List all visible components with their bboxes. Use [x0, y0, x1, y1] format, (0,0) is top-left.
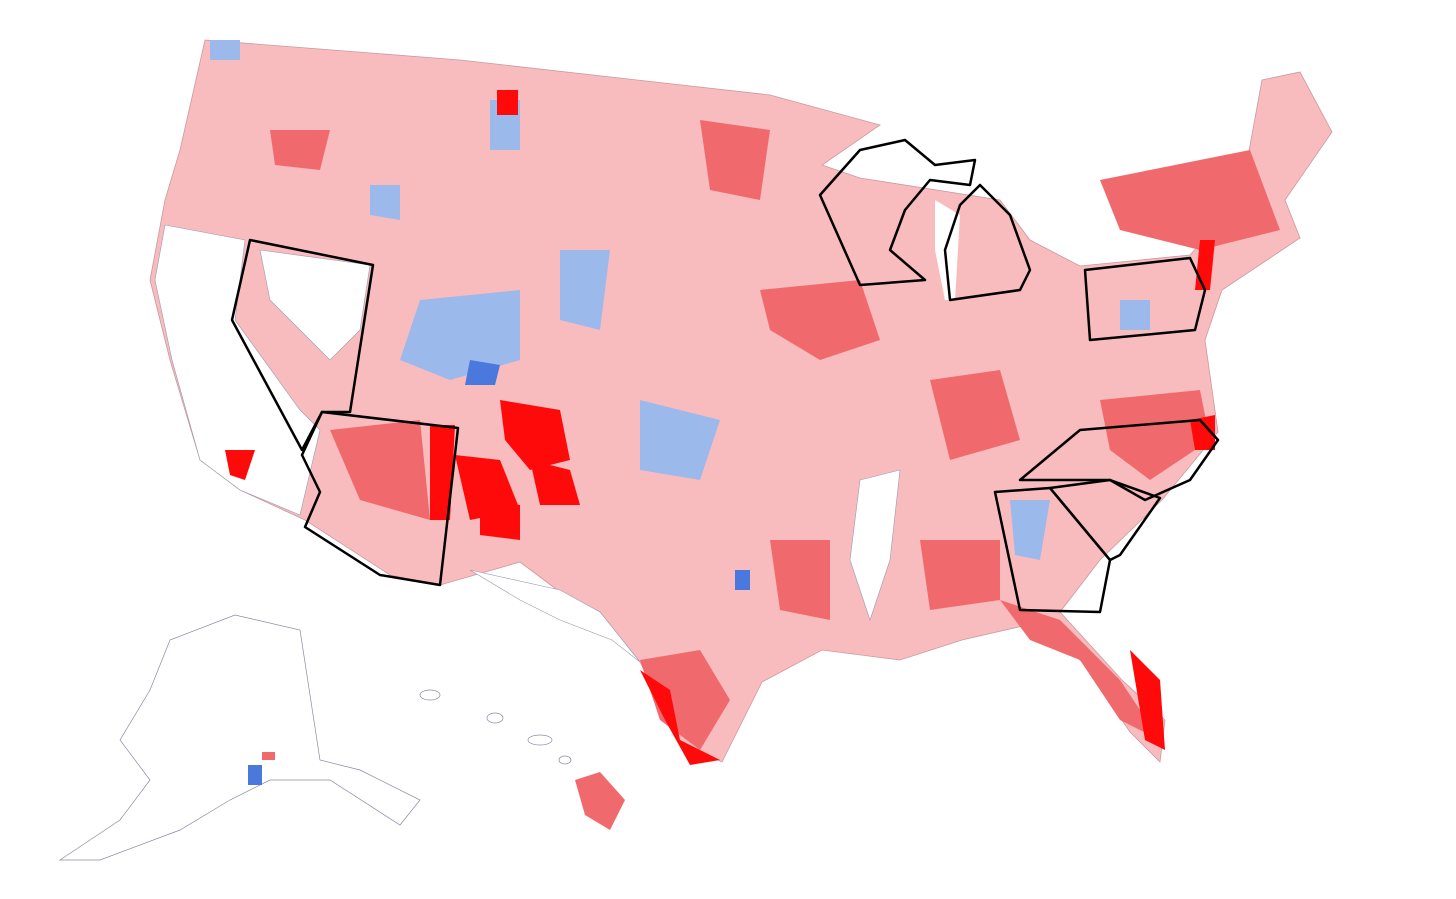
- island: [558, 755, 572, 765]
- hawaii-big-island: [575, 772, 625, 830]
- county: [330, 420, 430, 520]
- county: [370, 185, 400, 220]
- alaska-county: [248, 765, 262, 785]
- county: [560, 250, 610, 330]
- county: [1010, 500, 1050, 560]
- county: [465, 360, 500, 385]
- county: [920, 540, 1000, 610]
- county: [1190, 415, 1215, 450]
- white-region: [469, 569, 641, 663]
- county: [480, 500, 520, 540]
- island: [527, 734, 553, 746]
- county: [760, 280, 880, 360]
- red-counties: [270, 120, 1280, 750]
- county: [530, 460, 580, 505]
- island: [486, 712, 504, 724]
- hawaii-islands: [419, 689, 572, 765]
- county: [270, 130, 330, 170]
- county: [497, 90, 518, 115]
- county: [930, 370, 1020, 460]
- county: [1130, 650, 1165, 750]
- michigan-lower-outline: [943, 183, 1032, 302]
- county: [770, 540, 830, 620]
- alaska-county: [262, 752, 275, 760]
- lake: [860, 160, 930, 178]
- island: [419, 689, 441, 701]
- highlighted-states: [230, 138, 1220, 614]
- county: [640, 670, 720, 765]
- south-carolina-outline: [1048, 478, 1162, 562]
- white-region: [849, 469, 901, 621]
- pennsylvania-outline: [1083, 256, 1207, 342]
- michigan-upper-outline: [818, 138, 977, 287]
- county: [1000, 600, 1160, 740]
- county: [400, 290, 520, 380]
- alaska: [58, 614, 421, 861]
- blue-counties: [210, 40, 1150, 590]
- county: [210, 40, 240, 60]
- georgia-outline: [993, 486, 1112, 614]
- arizona-outline: [300, 410, 460, 587]
- county: [640, 400, 720, 480]
- county: [1120, 300, 1150, 330]
- county: [1100, 150, 1280, 250]
- county: [1100, 390, 1210, 480]
- county: [500, 400, 570, 470]
- county: [430, 425, 455, 520]
- county: [225, 450, 255, 480]
- county: [700, 120, 770, 200]
- county: [735, 570, 750, 590]
- county: [640, 650, 730, 750]
- north-carolina-outline: [1018, 418, 1220, 502]
